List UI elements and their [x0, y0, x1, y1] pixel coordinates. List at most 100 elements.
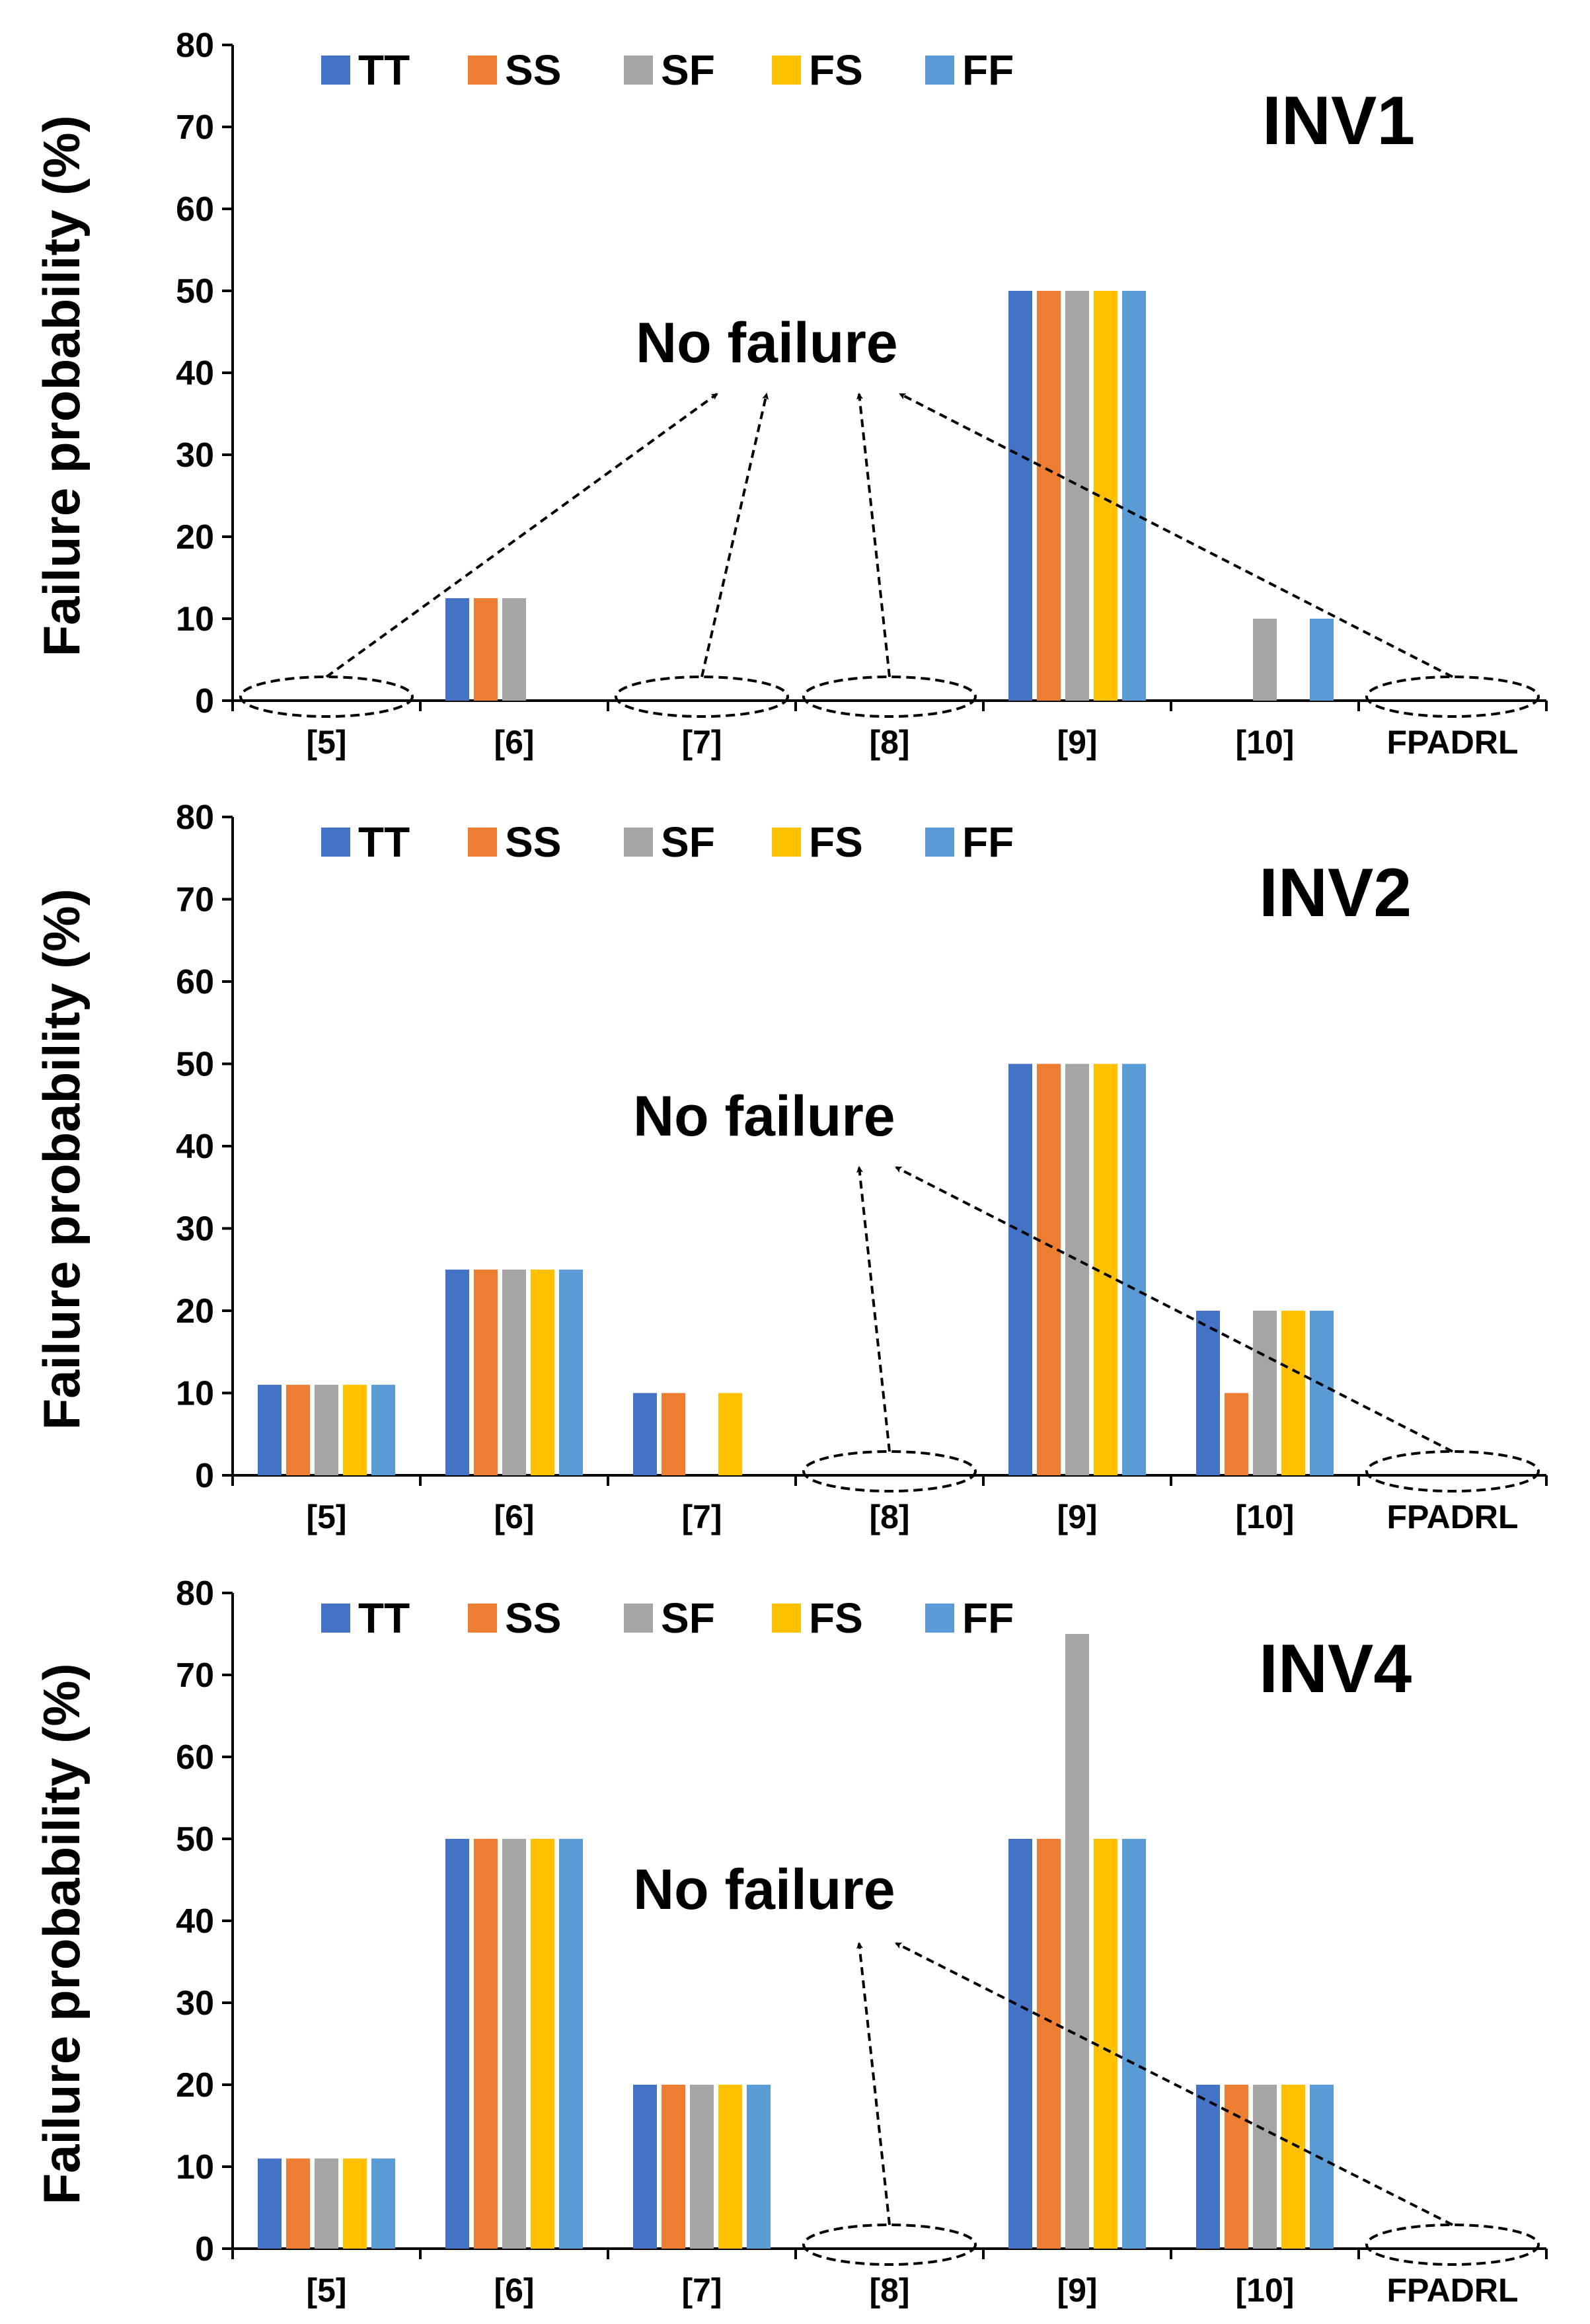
legend-swatch-ss — [468, 828, 497, 857]
chart-title: INV4 — [1259, 1631, 1412, 1707]
legend-swatch-tt — [321, 56, 350, 85]
bar-ss — [1037, 1064, 1061, 1475]
y-tick-label: 50 — [176, 1046, 214, 1084]
bar-ff — [1122, 1839, 1146, 2249]
legend-label-fs: FS — [809, 818, 863, 866]
legend-label-ss: SS — [505, 46, 561, 94]
x-tick-label: FPADRL — [1386, 1498, 1518, 1535]
no-failure-annotation: No failure — [636, 311, 898, 375]
bar-tt — [1196, 2085, 1220, 2249]
bar-ss — [286, 1385, 310, 1475]
bar-ss — [286, 2158, 310, 2249]
bar-fs — [531, 1839, 554, 2249]
bar-tt — [633, 2085, 657, 2249]
legend-label-tt: TT — [358, 46, 410, 94]
x-tick-label: [9] — [1057, 2272, 1097, 2309]
y-tick-label: 20 — [176, 518, 214, 557]
bar-ss — [1225, 2085, 1248, 2249]
chart-panel-inv1: 0 10 20 30 40 50 60 70 80 [5] [6] [7] [8] [9] [10] FPAD… — [32, 26, 1548, 761]
legend-swatch-fs — [772, 828, 801, 857]
y-tick-label: 10 — [176, 1375, 214, 1413]
x-tick-label: [5] — [306, 724, 346, 761]
x-tick-label: FPADRL — [1386, 2272, 1518, 2309]
bar-ss — [1037, 291, 1061, 701]
legend-label-sf: SF — [661, 818, 715, 866]
no-failure-ellipse — [802, 2224, 977, 2266]
bar-ff — [1122, 1064, 1146, 1475]
legend-label-ss: SS — [505, 818, 561, 866]
bar-ss — [662, 1393, 685, 1475]
chart-title: INV2 — [1259, 855, 1412, 931]
y-tick-label: 30 — [176, 436, 214, 475]
bar-sf — [1253, 1311, 1277, 1475]
bar-sf — [690, 2085, 714, 2249]
legend-label-tt: TT — [358, 1594, 410, 1642]
bar-ff — [1310, 1311, 1334, 1475]
legend-swatch-ff — [925, 828, 954, 857]
y-tick-label: 40 — [176, 1128, 214, 1166]
y-tick-label: 60 — [176, 963, 214, 1001]
bar-sf — [315, 2158, 338, 2249]
bar-fs — [718, 2085, 742, 2249]
y-tick-label: 50 — [176, 1820, 214, 1859]
y-tick-label: 0 — [195, 682, 214, 720]
bar-ss — [474, 1269, 498, 1475]
y-tick-label: 10 — [176, 600, 214, 639]
bar-sf — [502, 598, 526, 701]
legend-swatch-ss — [468, 56, 497, 85]
chart-panel-inv4: 0 10 20 30 40 50 60 70 80 [5] [6] [7] [8] [9] [10] FPAD… — [32, 1574, 1548, 2309]
bar-tt — [258, 2158, 282, 2249]
x-tick-label: [5] — [306, 2272, 346, 2309]
chart-title: INV1 — [1262, 83, 1415, 159]
bar-tt — [445, 1269, 469, 1475]
bar-ff — [1122, 291, 1146, 701]
y-axis-title: Failure probability (%) — [32, 888, 91, 1430]
y-tick-label: 30 — [176, 1210, 214, 1249]
legend-swatch-fs — [772, 1604, 801, 1633]
x-tick-label: [6] — [494, 724, 534, 761]
x-tick-label: [10] — [1236, 1498, 1295, 1535]
no-failure-arrow — [700, 393, 769, 678]
x-tick-label: [8] — [869, 724, 909, 761]
no-failure-annotation: No failure — [633, 1085, 895, 1148]
bar-fs — [343, 1385, 367, 1475]
bar-tt — [1008, 291, 1032, 701]
bar-tt — [445, 1839, 469, 2249]
y-tick-label: 80 — [176, 798, 214, 837]
y-tick-label: 0 — [195, 1457, 214, 1495]
bar-ff — [747, 2085, 771, 2249]
y-tick-label: 80 — [176, 1574, 214, 1613]
x-tick-label: [6] — [494, 2272, 534, 2309]
bar-ss — [1037, 1839, 1061, 2249]
x-tick-label: FPADRL — [1386, 724, 1518, 761]
bar-ff — [1310, 2085, 1334, 2249]
x-tick-label: [7] — [681, 1498, 722, 1535]
x-tick-label: [5] — [306, 1498, 346, 1535]
legend-label-ff: FF — [962, 818, 1014, 866]
legend-swatch-sf — [624, 1604, 653, 1633]
bar-ff — [1310, 619, 1334, 701]
x-tick-label: [10] — [1236, 2272, 1295, 2309]
bar-ss — [474, 1839, 498, 2249]
bar-ff — [371, 1385, 395, 1475]
y-axis-title: Failure probability (%) — [32, 115, 91, 656]
bar-ff — [559, 1269, 583, 1475]
chart-panel-inv2: 0 10 20 30 40 50 60 70 80 [5] [6] [7] [8] [9] [10] FPAD… — [32, 798, 1548, 1535]
y-tick-label: 40 — [176, 1902, 214, 1941]
y-tick-label: 20 — [176, 1292, 214, 1331]
bar-tt — [1008, 1839, 1032, 2249]
y-tick-label: 50 — [176, 272, 214, 311]
bar-fs — [343, 2158, 367, 2249]
bar-ss — [662, 2085, 685, 2249]
x-tick-label: [7] — [681, 724, 722, 761]
x-tick-label: [9] — [1057, 724, 1097, 761]
no-failure-arrow — [895, 1942, 1453, 2226]
legend-swatch-sf — [624, 56, 653, 85]
bar-tt — [445, 598, 469, 701]
bar-sf — [315, 1385, 338, 1475]
bar-ss — [1225, 1393, 1248, 1475]
bar-tt — [633, 1393, 657, 1475]
legend-swatch-ff — [925, 1604, 954, 1633]
bar-fs — [718, 1393, 742, 1475]
bar-sf — [1065, 1064, 1089, 1475]
